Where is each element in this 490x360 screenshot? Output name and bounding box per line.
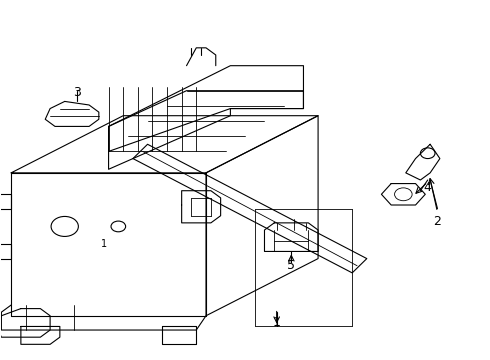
Text: 4: 4 — [424, 181, 432, 194]
Text: 3: 3 — [73, 86, 81, 99]
Text: 5: 5 — [287, 259, 295, 272]
Text: 1: 1 — [273, 316, 281, 329]
Text: 2: 2 — [434, 215, 441, 228]
Text: 1: 1 — [100, 239, 107, 249]
